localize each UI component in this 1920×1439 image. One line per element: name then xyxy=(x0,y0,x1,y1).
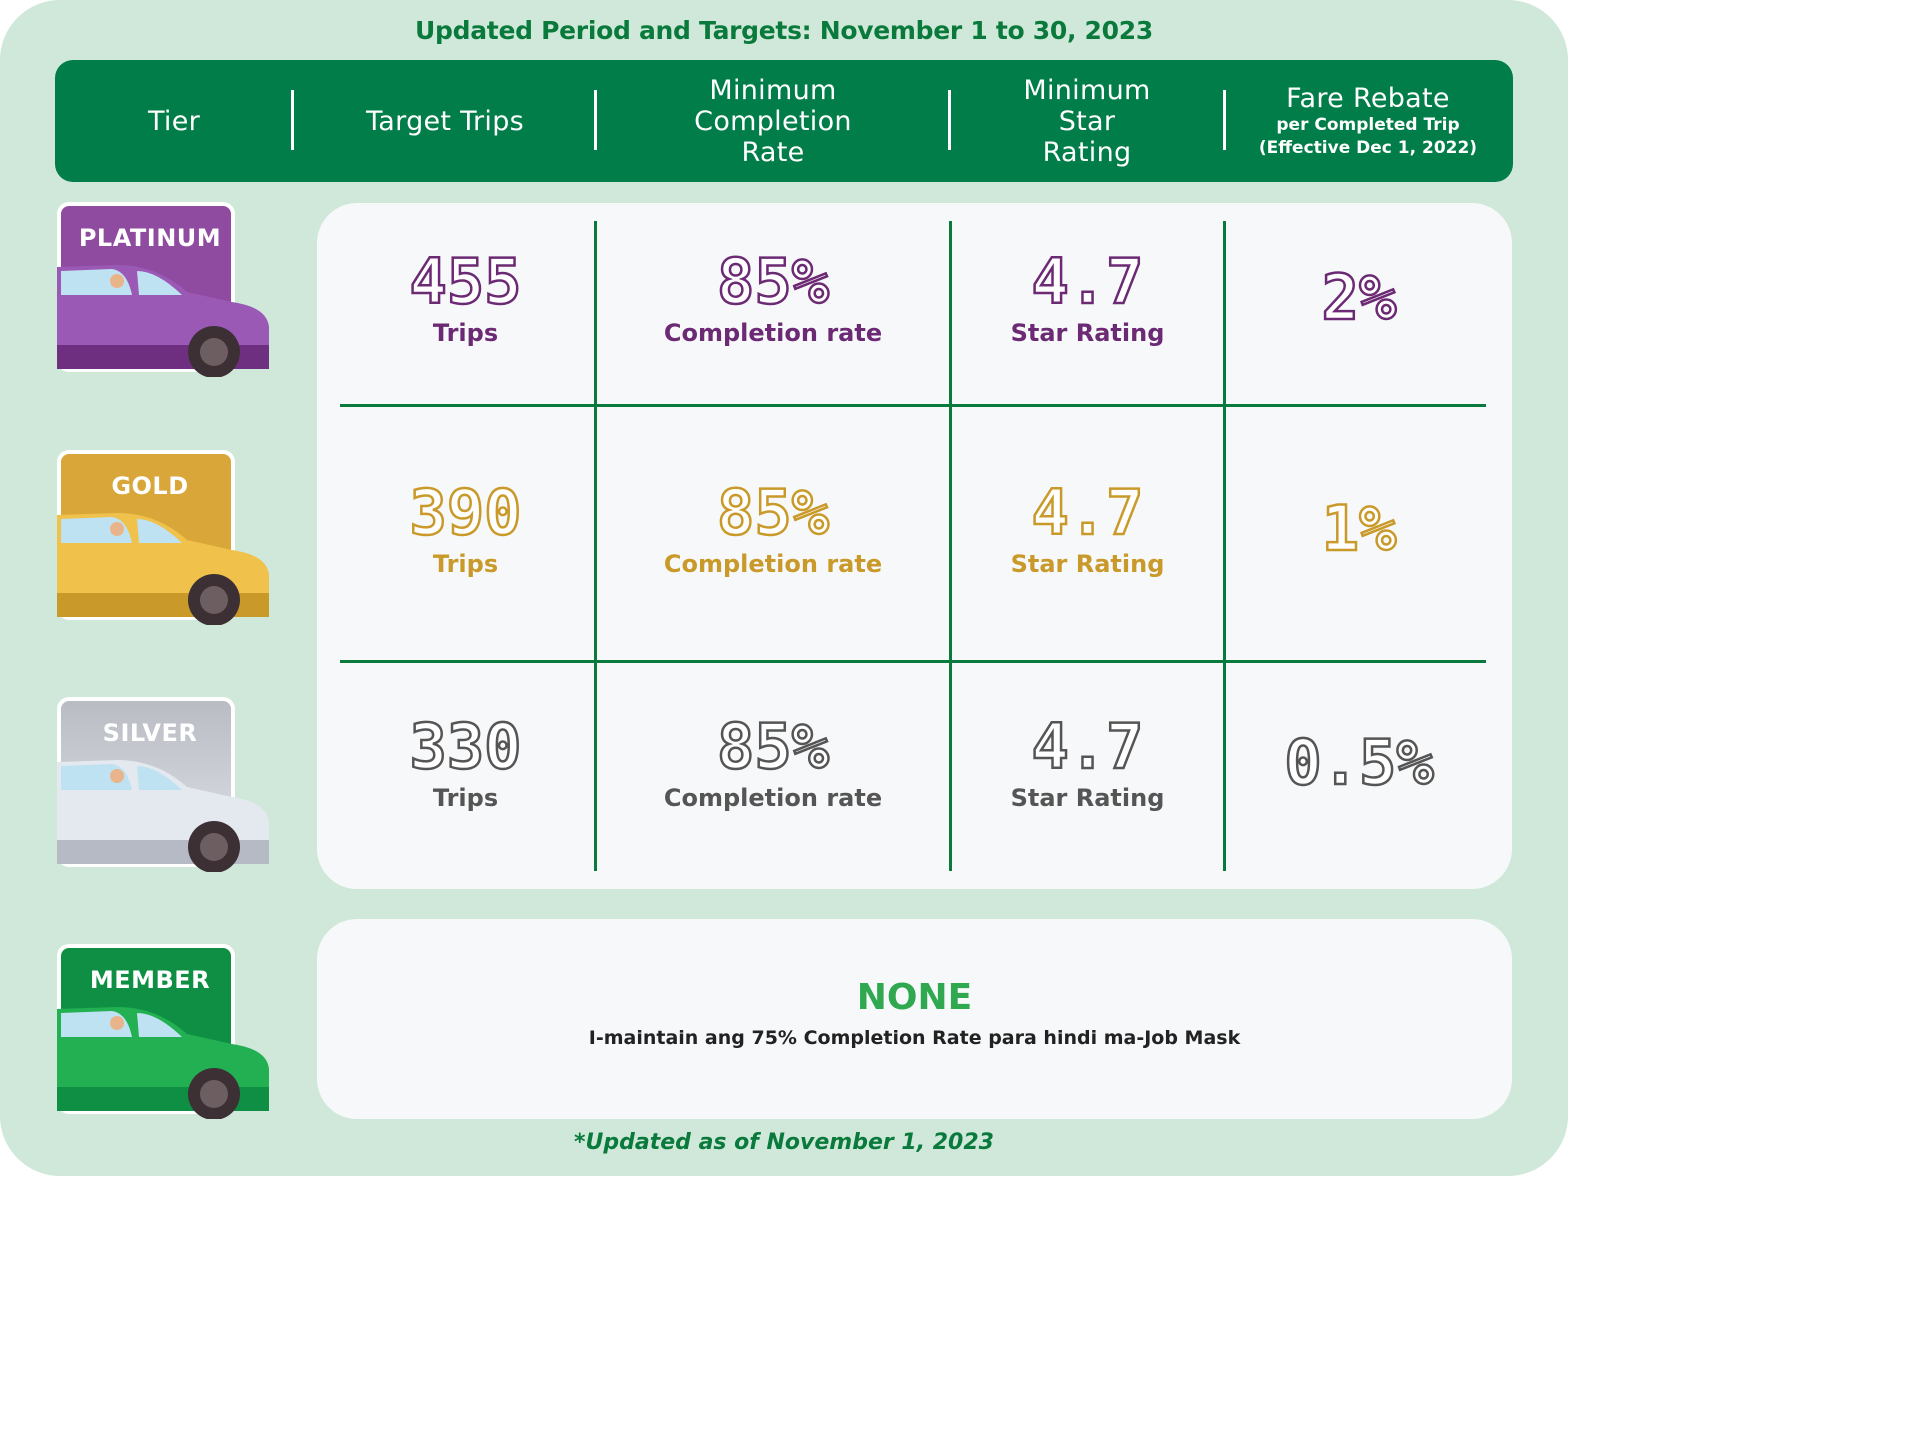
header-min-completion-line2: Completion xyxy=(694,105,852,137)
silver-completion-cell: 85% Completion rate xyxy=(597,710,949,812)
tier-badge-silver: SILVER xyxy=(57,697,272,872)
header-divider xyxy=(948,90,951,150)
header-min-completion: Minimum Completion Rate xyxy=(597,60,949,182)
grid-hline xyxy=(340,404,1486,407)
platinum-rebate-cell: 2% xyxy=(1226,261,1492,334)
gold-rebate-cell: 1% xyxy=(1226,492,1492,565)
grid-vline xyxy=(949,221,952,871)
tier-name: GOLD xyxy=(111,472,189,500)
header-fare-rebate-label: Fare Rebate xyxy=(1286,82,1450,114)
table-header: Tier Target Trips Minimum Completion Rat… xyxy=(55,60,1513,182)
platinum-trips-cell: 455 Trips xyxy=(337,245,594,347)
gold-completion-value: 85% xyxy=(716,476,830,549)
member-note: I-maintain ang 75% Completion Rate para … xyxy=(588,1027,1241,1049)
header-divider xyxy=(1223,90,1226,150)
car-icon xyxy=(57,1007,269,1119)
header-min-completion-line3: Rate xyxy=(741,136,805,168)
silver-rating-label: Star Rating xyxy=(1010,784,1165,812)
header-min-star-line2: Star xyxy=(1058,105,1116,137)
page-title: Updated Period and Targets: November 1 t… xyxy=(415,16,1153,45)
grid-vline xyxy=(1223,221,1226,871)
silver-rating-value: 4.7 xyxy=(1030,710,1144,783)
tier-name: MEMBER xyxy=(89,966,211,994)
member-none-text: NONE xyxy=(856,977,973,1018)
silver-trips-cell: 330 Trips xyxy=(337,710,594,812)
gold-rating-cell: 4.7 Star Rating xyxy=(952,476,1223,578)
car-icon xyxy=(57,265,269,377)
gold-completion-cell: 85% Completion rate xyxy=(597,476,949,578)
platinum-completion-label: Completion rate xyxy=(663,319,883,347)
platinum-rating-value: 4.7 xyxy=(1030,245,1144,318)
platinum-rating-label: Star Rating xyxy=(1010,319,1165,347)
header-divider xyxy=(594,90,597,150)
header-target-trips-label: Target Trips xyxy=(365,105,525,137)
platinum-completion-value: 85% xyxy=(716,245,830,318)
gold-rating-label: Star Rating xyxy=(1010,550,1165,578)
platinum-trips-value: 455 xyxy=(408,245,522,318)
silver-completion-label: Completion rate xyxy=(663,784,883,812)
grid-hline xyxy=(340,660,1486,663)
header-tier-label: Tier xyxy=(147,105,201,137)
tier-table: 455 Trips 85% Completion rate 4.7 Star R… xyxy=(317,203,1512,889)
platinum-trips-label: Trips xyxy=(432,319,499,347)
silver-trips-value: 330 xyxy=(408,710,522,783)
member-panel: NONE I-maintain ang 75% Completion Rate … xyxy=(317,919,1512,1119)
silver-rating-cell: 4.7 Star Rating xyxy=(952,710,1223,812)
gold-rebate-value: 1% xyxy=(1320,492,1397,565)
tier-name: SILVER xyxy=(102,719,198,747)
gold-completion-label: Completion rate xyxy=(663,550,883,578)
header-tier: Tier xyxy=(55,60,293,182)
platinum-rating-cell: 4.7 Star Rating xyxy=(952,245,1223,347)
header-min-star-line1: Minimum xyxy=(1023,74,1151,106)
platinum-completion-cell: 85% Completion rate xyxy=(597,245,949,347)
header-min-star: Minimum Star Rating xyxy=(951,60,1223,182)
header-divider xyxy=(291,90,294,150)
header-fare-rebate-sub2: (Effective Dec 1, 2022) xyxy=(1258,137,1478,158)
tier-badge-gold: GOLD xyxy=(57,450,272,625)
car-icon xyxy=(57,760,269,872)
tier-name: PLATINUM xyxy=(78,224,222,252)
tier-badge-member: MEMBER xyxy=(57,944,272,1119)
footnote: *Updated as of November 1, 2023 xyxy=(574,1130,994,1155)
gold-rating-value: 4.7 xyxy=(1030,476,1144,549)
car-icon xyxy=(57,513,269,625)
grid-vline xyxy=(594,221,597,871)
header-fare-rebate: Fare Rebate per Completed Trip (Effectiv… xyxy=(1227,60,1509,182)
header-target-trips: Target Trips xyxy=(295,60,595,182)
header-min-star-line3: Rating xyxy=(1042,136,1132,168)
tier-badge-platinum: PLATINUM xyxy=(57,202,272,377)
header-fare-rebate-sub1: per Completed Trip xyxy=(1276,114,1460,135)
silver-trips-label: Trips xyxy=(432,784,499,812)
header-min-completion-line1: Minimum xyxy=(709,74,837,106)
gold-trips-label: Trips xyxy=(432,550,499,578)
gold-trips-value: 390 xyxy=(408,476,522,549)
platinum-rebate-value: 2% xyxy=(1320,261,1397,334)
infographic-frame: Updated Period and Targets: November 1 t… xyxy=(0,0,1568,1176)
silver-rebate-value: 0.5% xyxy=(1283,726,1435,799)
silver-rebate-cell: 0.5% xyxy=(1226,726,1492,799)
gold-trips-cell: 390 Trips xyxy=(337,476,594,578)
silver-completion-value: 85% xyxy=(716,710,830,783)
